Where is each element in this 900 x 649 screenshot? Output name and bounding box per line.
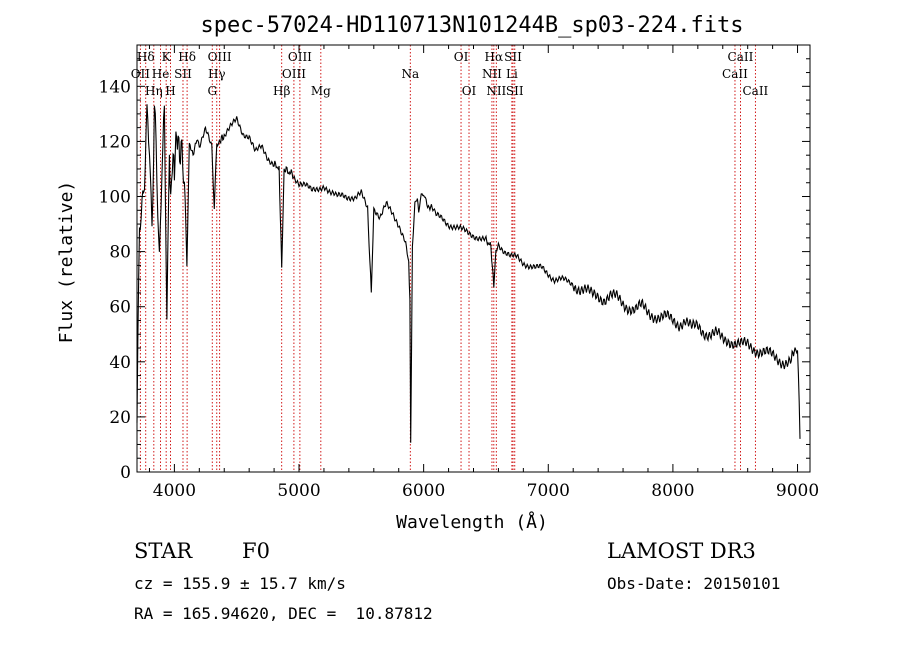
y-axis-label: Flux (relative) bbox=[56, 181, 77, 344]
line-label-6: H bbox=[165, 84, 175, 98]
y-tick-label: 40 bbox=[109, 353, 131, 373]
x-tick-label: 8000 bbox=[651, 481, 694, 501]
line-label-12: OIII bbox=[282, 67, 306, 81]
line-label-17: OI bbox=[462, 84, 477, 98]
line-label-18: Hα bbox=[485, 50, 504, 64]
y-tick-label: 80 bbox=[109, 243, 131, 263]
x-tick-label: 4000 bbox=[153, 481, 196, 501]
line-label-16: OI bbox=[454, 50, 469, 64]
plot-frame bbox=[136, 44, 811, 473]
survey-name: LAMOST DR3 bbox=[607, 539, 756, 563]
line-label-22: Li bbox=[506, 67, 518, 81]
line-label-11: OIII bbox=[288, 50, 312, 64]
y-tick-label: 140 bbox=[99, 77, 131, 97]
line-label-5: SII bbox=[174, 67, 192, 81]
spectral-line-markers bbox=[139, 45, 756, 472]
line-label-13: Hβ bbox=[273, 84, 290, 98]
line-label-7: Hδ bbox=[178, 50, 196, 64]
line-label-0: Hδ bbox=[137, 50, 155, 64]
redshift-readout: cz = 155.9 ± 15.7 km/s bbox=[134, 574, 346, 593]
x-tick-label: 7000 bbox=[527, 481, 570, 501]
y-axis: 0 20 40 60 80 100 120 140 bbox=[99, 58, 810, 483]
y-tick-label: 60 bbox=[109, 298, 131, 318]
line-label-19: NII bbox=[482, 67, 502, 81]
line-label-4: K bbox=[162, 50, 172, 64]
line-label-8: OIII bbox=[208, 50, 232, 64]
line-label-3: He bbox=[152, 67, 170, 81]
object-class: STAR bbox=[134, 539, 193, 563]
y-tick-label: 20 bbox=[109, 408, 131, 428]
x-axis-label: Wavelength (Å) bbox=[396, 511, 548, 533]
chart-title: spec-57024-HD110713N101244B_sp03-224.fit… bbox=[200, 13, 743, 38]
spectrum-line bbox=[136, 104, 801, 443]
y-tick-label: 0 bbox=[120, 463, 131, 483]
coordinates: RA = 165.94620, DEC = 10.87812 bbox=[134, 604, 433, 623]
x-tick-label: 9000 bbox=[776, 481, 819, 501]
obs-date: Obs-Date: 20150101 bbox=[607, 574, 781, 593]
line-label-9: Hγ bbox=[208, 67, 226, 81]
line-label-10: G bbox=[207, 84, 217, 98]
line-label-15: Na bbox=[401, 67, 419, 81]
line-label-24: CaII bbox=[728, 50, 754, 64]
line-label-14: Mg bbox=[311, 84, 331, 98]
object-subclass: F0 bbox=[242, 539, 270, 563]
x-axis: 4000 5000 6000 7000 8000 9000 bbox=[148, 45, 819, 501]
line-label-23: SII bbox=[506, 84, 524, 98]
x-tick-label: 6000 bbox=[402, 481, 445, 501]
line-label-26: CaII bbox=[742, 84, 768, 98]
line-label-20: NII bbox=[486, 84, 506, 98]
y-tick-label: 100 bbox=[99, 188, 131, 208]
line-label-21: SII bbox=[504, 50, 522, 64]
line-label-25: CaII bbox=[722, 67, 748, 81]
line-label-2: Hη bbox=[145, 84, 163, 98]
line-label-1: OII bbox=[131, 67, 151, 81]
x-tick-label: 5000 bbox=[277, 481, 320, 501]
y-tick-label: 120 bbox=[99, 132, 131, 152]
